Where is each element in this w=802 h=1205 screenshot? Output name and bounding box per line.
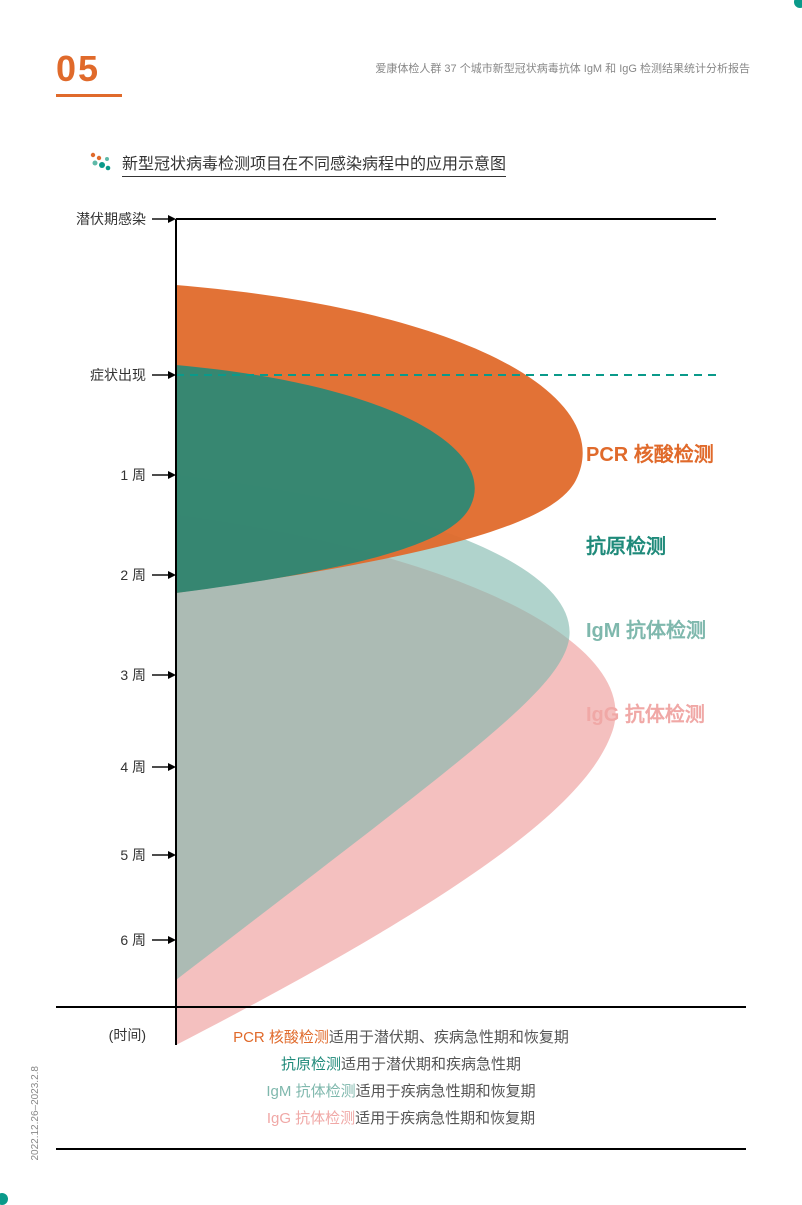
tick-arrow-head [168,763,176,771]
legend-rule-top [56,1006,746,1008]
side-date: 2022.12.26–2023.2.8 [30,1066,41,1161]
chart-svg: 潜伏期感染症状出现1 周2 周3 周4 周5 周6 周(时间)PCR 核酸检测抗… [56,205,746,1055]
curve-label-igg: IgG 抗体检测 [586,702,705,726]
legend-line: IgM 抗体检测适用于疾病急性期和恢复期 [56,1078,746,1105]
y-label: 5 周 [120,847,146,863]
legend-rest: 适用于潜伏期和疾病急性期 [341,1056,521,1073]
legend-rest: 适用于潜伏期、疾病急性期和恢复期 [329,1029,569,1046]
legend-line: PCR 核酸检测适用于潜伏期、疾病急性期和恢复期 [56,1024,746,1051]
page-number-rule [56,94,122,97]
section-title: 新型冠状病毒检测项目在不同感染病程中的应用示意图 [122,150,506,177]
tick-arrow-head [168,851,176,859]
corner-dot-tr [794,0,802,8]
header-subtitle: 爱康体检人群 37 个城市新型冠状病毒抗体 IgM 和 IgG 检测结果统计分析… [375,60,750,76]
y-label: 1 周 [120,467,146,483]
legend-highlight: 抗原检测 [281,1056,341,1073]
y-label: 6 周 [120,932,146,948]
tick-arrow-head [168,471,176,479]
tick-arrow-head [168,936,176,944]
page-number: 05 [56,48,122,97]
tick-arrow-head [168,215,176,223]
y-label: 潜伏期感染 [76,211,146,227]
legend-block: PCR 核酸检测适用于潜伏期、疾病急性期和恢复期抗原检测适用于潜伏期和疾病急性期… [56,1024,746,1132]
tick-arrow-head [168,571,176,579]
section-title-row: 新型冠状病毒检测项目在不同感染病程中的应用示意图 [86,148,506,178]
y-label: 4 周 [120,759,146,775]
legend-line: IgG 抗体检测适用于疾病急性期和恢复期 [56,1105,746,1132]
legend-highlight: IgM 抗体检测 [266,1083,355,1100]
y-label: 3 周 [120,667,146,683]
tick-arrow-head [168,671,176,679]
legend-highlight: IgG 抗体检测 [267,1110,355,1127]
y-label: 症状出现 [90,367,146,383]
legend-rest: 适用于疾病急性期和恢复期 [355,1110,535,1127]
title-dots-icon [86,148,116,178]
legend-rule-bottom [56,1148,746,1150]
page-number-text: 05 [56,48,100,89]
curve-label-pcr: PCR 核酸检测 [586,442,714,466]
legend-rest: 适用于疾病急性期和恢复期 [356,1083,536,1100]
corner-dot-bl [0,1193,8,1205]
curve-label-antigen: 抗原检测 [586,534,666,558]
curve-label-igm: IgM 抗体检测 [586,618,706,642]
legend-highlight: PCR 核酸检测 [233,1029,329,1046]
legend-line: 抗原检测适用于潜伏期和疾病急性期 [56,1051,746,1078]
y-label: 2 周 [120,567,146,583]
tick-arrow-head [168,371,176,379]
chart-container: 潜伏期感染症状出现1 周2 周3 周4 周5 周6 周(时间)PCR 核酸检测抗… [56,205,746,975]
